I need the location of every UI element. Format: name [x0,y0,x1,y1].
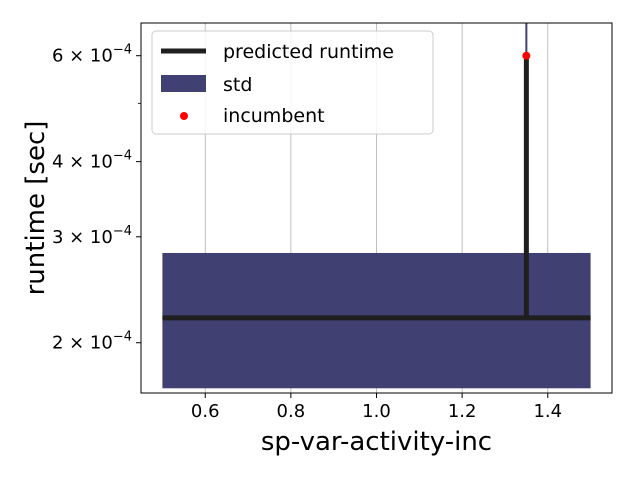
y-tick-label: 2 × 10−4 [52,330,132,354]
x-tick-label: 0.8 [277,401,306,422]
x-axis-ticks: 0.6 0.8 1.0 1.2 1.4 [191,393,562,422]
legend-label-std: std [223,74,252,96]
legend: predicted runtime std incumbent [151,30,434,135]
legend-label-predicted-runtime: predicted runtime [223,41,394,63]
x-axis-label: sp-var-activity-inc [261,427,492,457]
x-tick-label: 1.0 [362,401,391,422]
x-tick-label: 0.6 [191,401,220,422]
y-tick-label: 4 × 10−4 [52,149,132,173]
incumbent-point [522,51,531,60]
y-tick-label: 6 × 10−4 [52,43,132,67]
legend-box [151,30,434,135]
std-band [162,252,591,389]
predicted-runtime-line [162,55,591,321]
x-tick-label: 1.2 [448,401,477,422]
y-tick-label: 3 × 10−4 [52,224,132,248]
legend-incumbent-marker [180,112,188,120]
x-tick-label: 1.4 [533,401,562,422]
legend-std-swatch [161,75,206,92]
y-axis-ticks: 2 × 10−4 3 × 10−4 4 × 10−4 6 × 10−4 [52,43,141,354]
plot-area [162,23,591,389]
legend-label-incumbent: incumbent [223,105,325,127]
y-axis-label: runtime [sec] [21,121,51,296]
